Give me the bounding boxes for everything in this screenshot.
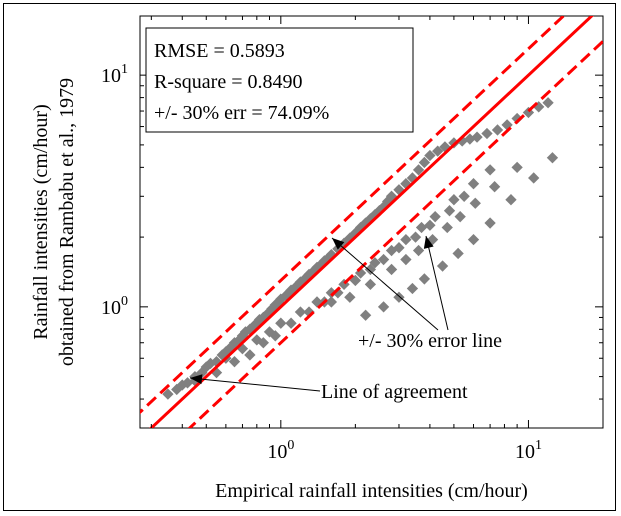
- data-point: [528, 172, 540, 184]
- data-point: [418, 273, 431, 285]
- error-arrow-upper-head: [332, 238, 345, 250]
- data-point: [294, 306, 307, 318]
- data-point: [385, 263, 398, 276]
- data-point: [424, 219, 436, 231]
- data-point: [377, 253, 390, 266]
- data-point: [484, 164, 496, 176]
- agreement-line-label: Line of agreement: [321, 381, 468, 403]
- error-arrow-lower: [425, 235, 449, 331]
- data-point: [471, 131, 483, 143]
- data-point: [385, 244, 398, 257]
- agreement-line: [149, 16, 594, 428]
- data-point: [481, 127, 493, 140]
- data-point: [162, 388, 174, 400]
- data-point: [369, 257, 381, 269]
- data-point: [409, 231, 422, 243]
- data-point: [412, 244, 425, 257]
- data-point: [415, 221, 428, 234]
- data-point: [432, 145, 444, 157]
- data-point: [359, 309, 372, 321]
- data-point: [393, 291, 405, 303]
- data-point: [443, 205, 456, 217]
- data-point: [418, 156, 431, 169]
- data-point: [454, 211, 466, 223]
- data-point: [275, 317, 287, 329]
- data-point: [511, 161, 523, 174]
- x-tick-label: 100: [267, 438, 294, 463]
- stats-box: RMSE = 0.5893 R-square = 0.8490 +/- 30% …: [145, 27, 414, 133]
- data-point: [458, 190, 470, 202]
- data-point: [429, 211, 441, 223]
- y-axis-label-line2: obtained from Rambabu et al., 1979: [56, 78, 78, 366]
- data-point: [244, 349, 256, 361]
- x-axis-label: Empirical rainfall intensities (cm/hour): [215, 480, 528, 502]
- data-point: [325, 296, 338, 308]
- data-point: [400, 253, 412, 266]
- data-points: [162, 97, 559, 400]
- data-point: [263, 326, 276, 338]
- upper-error-line: [140, 16, 566, 415]
- plot-area: [139, 15, 604, 429]
- data-point: [448, 194, 460, 206]
- stats-r-square: R-square = 0.8490: [154, 71, 302, 93]
- data-point: [325, 287, 338, 299]
- error-arrow-upper: [331, 237, 439, 331]
- agreement-arrow: [189, 377, 321, 392]
- data-point: [484, 217, 496, 229]
- error-arrow-lower-head: [423, 236, 434, 249]
- data-point: [441, 221, 453, 234]
- data-point: [424, 149, 436, 162]
- y-tick-label: 100: [101, 294, 128, 319]
- data-point: [436, 260, 449, 272]
- data-point: [400, 233, 412, 246]
- x-tick-label: 101: [515, 438, 542, 463]
- data-point: [412, 164, 425, 176]
- stats-rmse: RMSE = 0.5893: [154, 40, 285, 62]
- agreement-arrow-head: [190, 374, 203, 385]
- data-point: [546, 152, 559, 164]
- y-tick-label: 101: [101, 62, 128, 87]
- reference-lines: [140, 16, 603, 428]
- annotations: +/- 30% error line Line of agreement: [189, 235, 502, 403]
- lower-error-line: [187, 39, 603, 428]
- data-point: [491, 124, 504, 136]
- data-point: [488, 181, 501, 193]
- data-point: [406, 282, 419, 295]
- data-point: [228, 356, 241, 368]
- data-point: [285, 317, 297, 329]
- data-point: [505, 194, 517, 206]
- data-point: [344, 291, 356, 303]
- data-point: [251, 334, 263, 346]
- data-point: [377, 301, 390, 313]
- data-point: [467, 233, 480, 246]
- stats-error-percent: +/- 30% err = 74.09%: [154, 102, 329, 124]
- data-point: [452, 247, 464, 260]
- error-line-label: +/- 30% error line: [358, 330, 502, 352]
- data-point: [467, 178, 480, 190]
- axis-ticks: 100 101 100 101: [101, 16, 604, 463]
- y-axis-label-line1: Rainfall intensities (cm/hour): [30, 104, 52, 340]
- data-point: [469, 197, 481, 209]
- data-point: [364, 278, 377, 291]
